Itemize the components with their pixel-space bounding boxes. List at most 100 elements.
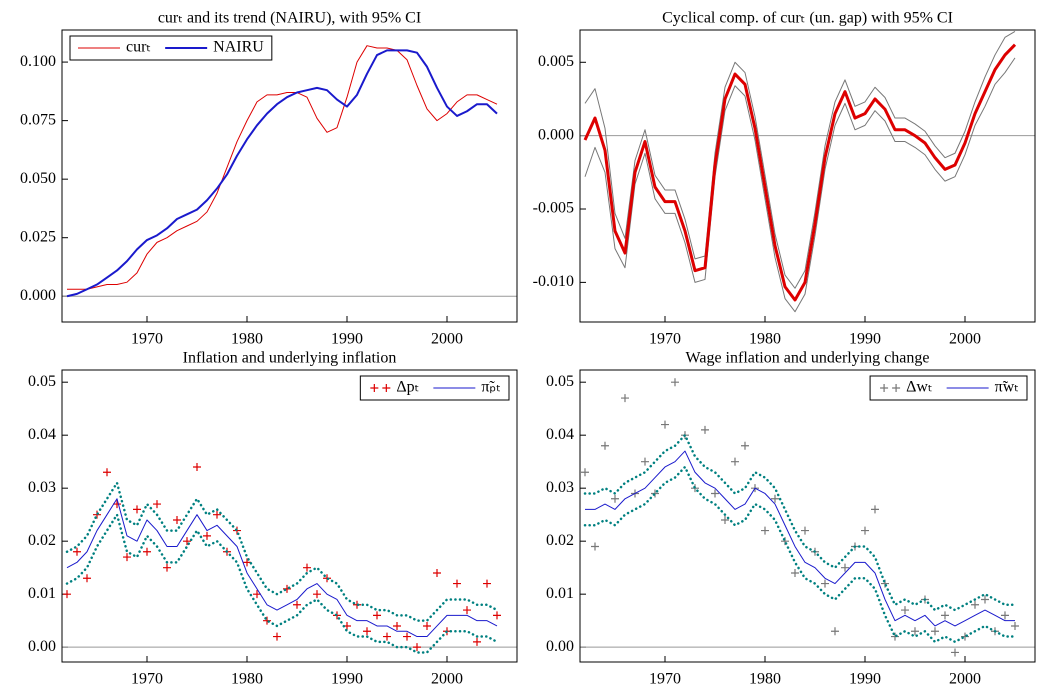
chart-title: Wage inflation and underlying change [686, 350, 930, 367]
plot-frame [61, 29, 518, 323]
data-point [123, 553, 131, 562]
y-tick-label: 0.04 [28, 426, 56, 443]
data-point [931, 627, 939, 636]
plot-area [66, 45, 498, 298]
x-tick-label: 1970 [649, 331, 681, 348]
data-point [383, 632, 391, 641]
x-tick-label: 1990 [849, 671, 881, 688]
data-point [93, 510, 101, 519]
data-point [731, 457, 739, 466]
legend-label: π̃wₜ [995, 379, 1019, 396]
data-point [463, 606, 471, 615]
series-line [584, 31, 1016, 289]
legend: Δwₜ π̃wₜ [869, 375, 1028, 401]
data-point [173, 515, 181, 524]
data-point [313, 590, 321, 599]
data-point [143, 547, 151, 556]
data-point [373, 611, 381, 620]
data-point [203, 531, 211, 540]
data-point [711, 489, 719, 498]
data-point [193, 462, 201, 471]
y-tick-label: 0.050 [20, 170, 56, 187]
x-tick-label: 1970 [131, 671, 163, 688]
y-tick-label: 0.000 [538, 126, 574, 143]
data-point [821, 579, 829, 588]
data-point [293, 600, 301, 609]
data-point [981, 595, 989, 604]
data-point [83, 574, 91, 583]
x-tick-label: 1980 [231, 671, 263, 688]
x-tick-label: 2000 [431, 331, 463, 348]
x-tick-label: 1990 [331, 671, 363, 688]
series-line [585, 450, 1015, 627]
data-point [263, 616, 271, 625]
panel: curₜ and its trend (NAIRU), with 95% CI 0… [20, 10, 518, 348]
data-point [601, 441, 609, 450]
data-point [253, 590, 261, 599]
x-tick-label: 2000 [949, 671, 981, 688]
data-point [841, 563, 849, 572]
legend-label: curₜ [126, 39, 151, 56]
data-point [473, 637, 481, 646]
data-point [641, 457, 649, 466]
data-point [73, 547, 81, 556]
data-point [433, 568, 441, 577]
y-tick-label: 0.00 [546, 638, 574, 655]
legend-swatch [382, 384, 391, 392]
data-point [901, 606, 909, 615]
x-tick-label: 1980 [231, 331, 263, 348]
data-point [801, 526, 809, 535]
data-point [621, 394, 629, 403]
chart-title: Cyclical comp. of curₜ (un. gap) with 95… [662, 10, 953, 27]
data-point [871, 505, 879, 514]
data-point [273, 632, 281, 641]
data-point [163, 563, 171, 572]
data-point [591, 542, 599, 551]
data-point [891, 632, 899, 641]
panel: Cyclical comp. of curₜ (un. gap) with 95… [533, 10, 1036, 348]
data-point [951, 648, 959, 657]
y-tick-label: 0.03 [546, 479, 574, 496]
series-line [66, 49, 498, 298]
data-point [961, 632, 969, 641]
x-tick-label: 2000 [949, 331, 981, 348]
x-tick-label: 1990 [331, 331, 363, 348]
data-point [63, 590, 71, 599]
plot-area [63, 462, 501, 654]
x-tick-label: 1980 [749, 331, 781, 348]
x-tick-label: 1970 [649, 671, 681, 688]
x-tick-label: 1970 [131, 331, 163, 348]
plot-area [581, 378, 1019, 657]
legend-label: NAIRU [213, 39, 264, 56]
data-point [213, 510, 221, 519]
data-point [771, 494, 779, 503]
chart-title: Inflation and underlying inflation [183, 350, 397, 367]
x-tick-label: 2000 [431, 671, 463, 688]
data-point [911, 627, 919, 636]
series-line [66, 498, 498, 638]
y-tick-label: 0.01 [28, 585, 56, 602]
band-line [65, 513, 499, 654]
data-point [581, 468, 589, 477]
band-line [65, 481, 499, 622]
plot-area [583, 31, 1017, 313]
data-point [243, 558, 251, 567]
y-tick-label: 0.075 [20, 111, 56, 128]
x-tick-label: 1980 [749, 671, 781, 688]
panel: Inflation and underlying inflation 0.00 0.… [28, 350, 518, 688]
data-point [153, 500, 161, 509]
y-tick-label: 0.02 [546, 532, 574, 549]
y-tick-label: -0.005 [533, 200, 574, 217]
data-point [283, 584, 291, 593]
plot-frame [579, 29, 1036, 323]
y-tick-label: -0.010 [533, 273, 574, 290]
legend-swatch [370, 384, 379, 392]
data-point [103, 468, 111, 477]
y-tick-label: 0.03 [28, 479, 56, 496]
x-tick-label: 1990 [849, 331, 881, 348]
data-point [303, 563, 311, 572]
data-point [183, 537, 191, 546]
y-tick-label: 0.04 [546, 426, 574, 443]
